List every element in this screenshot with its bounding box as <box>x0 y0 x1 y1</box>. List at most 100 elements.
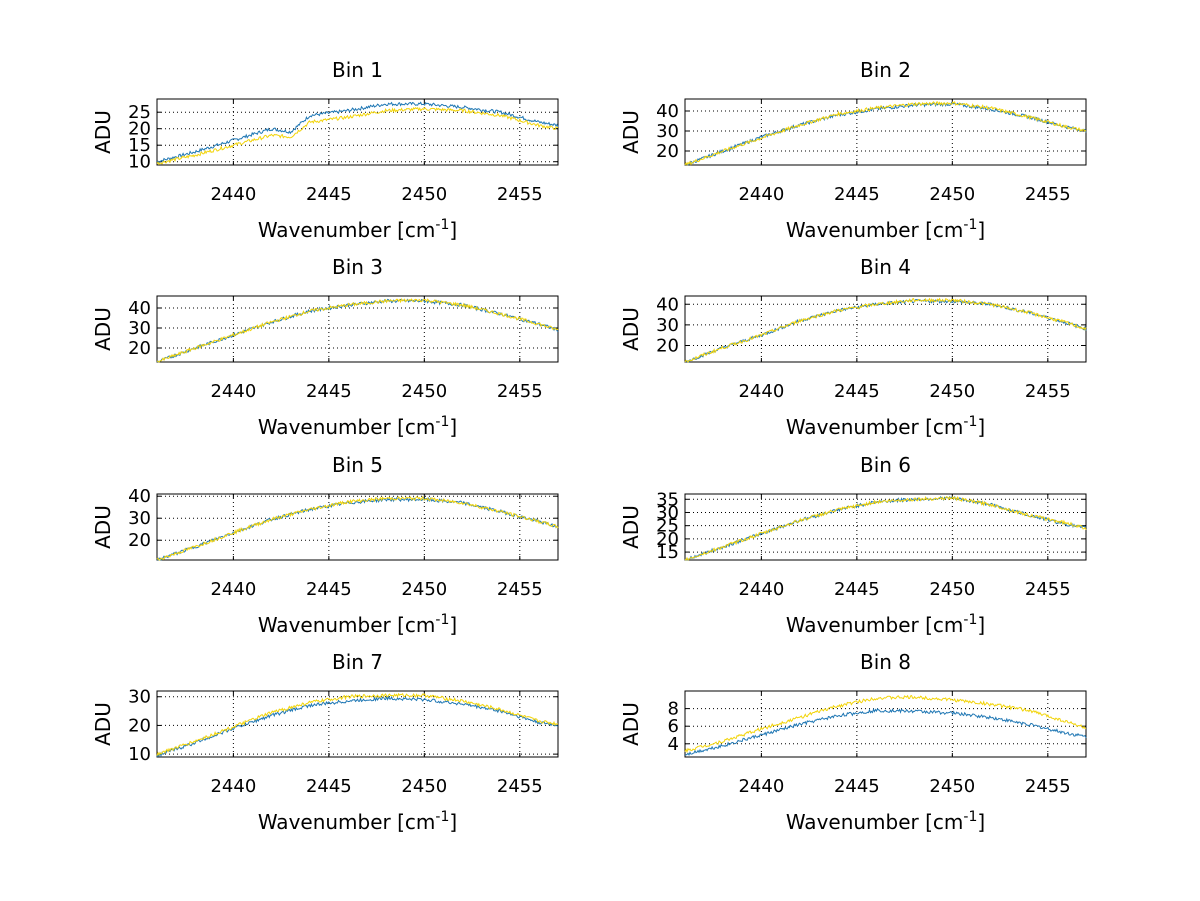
x-tick-label: 2455 <box>1025 579 1071 600</box>
y-axis-label: ADU <box>91 110 115 154</box>
x-axis-label-bracket: ] <box>977 415 985 439</box>
plot-area <box>156 493 559 561</box>
x-tick-label: 2440 <box>210 579 256 600</box>
x-tick-label: 2440 <box>738 381 784 402</box>
y-tick-label: 10 <box>128 152 151 173</box>
y-tick-label: 4 <box>668 734 679 755</box>
subplot-title: Bin 8 <box>860 650 911 674</box>
y-axis-label: ADU <box>91 702 115 746</box>
y-tick-label: 30 <box>656 315 679 336</box>
y-tick-label: 40 <box>656 294 679 315</box>
x-axis-label-exponent: -1 <box>435 217 449 233</box>
x-axis-label: Wavenumber [cm-1] <box>786 217 985 242</box>
subplot-title: Bin 7 <box>332 650 383 674</box>
series-line-blue <box>156 101 559 164</box>
subplot-title: Bin 6 <box>860 453 911 477</box>
y-tick-label: 6 <box>668 716 679 737</box>
series-line-yellow <box>684 297 1087 363</box>
y-tick-label: 30 <box>128 687 151 708</box>
y-axis-label: ADU <box>619 505 643 549</box>
series-line-yellow <box>156 298 559 363</box>
x-axis-label-bracket: ] <box>449 810 457 834</box>
y-tick-label: 20 <box>128 530 151 551</box>
plot-area <box>684 295 1087 363</box>
x-tick-label: 2450 <box>401 381 447 402</box>
x-tick-label: 2445 <box>834 184 880 205</box>
y-tick-label: 20 <box>128 338 151 359</box>
series-line-blue <box>684 707 1087 757</box>
x-axis-label-exponent: -1 <box>963 809 977 825</box>
plot-area <box>156 98 559 166</box>
x-tick-label: 2445 <box>306 776 352 797</box>
y-tick-label: 20 <box>656 336 679 357</box>
x-tick-label: 2450 <box>929 579 975 600</box>
x-axis-label-text: Wavenumber [cm <box>258 810 436 834</box>
x-axis-label-text: Wavenumber [cm <box>786 218 964 242</box>
y-tick-label: 20 <box>128 119 151 140</box>
subplot-title: Bin 4 <box>860 255 911 279</box>
plot-area <box>684 690 1087 758</box>
x-axis-label-bracket: ] <box>449 613 457 637</box>
y-tick-label: 8 <box>668 699 679 720</box>
y-tick-label: 40 <box>128 298 151 319</box>
x-tick-label: 2455 <box>1025 381 1071 402</box>
series-line-yellow <box>684 694 1087 754</box>
x-tick-label: 2445 <box>834 579 880 600</box>
subplot-bin-8: Bin 8 2440 2445 2450 2455 468 ADU Wavenumber [c… <box>619 650 1087 834</box>
x-axis-label-text: Wavenumber [cm <box>786 415 964 439</box>
x-axis-label: Wavenumber [cm-1] <box>786 414 985 439</box>
series-line-yellow <box>684 496 1087 561</box>
series-line-yellow <box>156 495 559 561</box>
y-tick-label: 25 <box>128 102 151 123</box>
x-tick-label: 2450 <box>401 776 447 797</box>
x-axis-label-exponent: -1 <box>963 414 977 430</box>
x-tick-label: 2455 <box>497 184 543 205</box>
x-tick-label: 2450 <box>929 381 975 402</box>
y-tick-label: 10 <box>128 744 151 765</box>
y-axis-label: ADU <box>619 307 643 351</box>
x-tick-label: 2440 <box>210 184 256 205</box>
x-axis-label-exponent: -1 <box>963 217 977 233</box>
x-tick-label: 2440 <box>210 381 256 402</box>
x-tick-label: 2455 <box>1025 776 1071 797</box>
y-tick-label: 20 <box>656 529 679 550</box>
x-axis-label-text: Wavenumber [cm <box>786 810 964 834</box>
x-tick-label: 2440 <box>738 776 784 797</box>
x-axis-label-exponent: -1 <box>435 414 449 430</box>
y-axis-label: ADU <box>91 307 115 351</box>
x-axis-label-exponent: -1 <box>435 612 449 628</box>
x-tick-label: 2445 <box>306 184 352 205</box>
y-tick-label: 25 <box>656 516 679 537</box>
subplot-title: Bin 5 <box>332 453 383 477</box>
y-tick-label: 20 <box>128 715 151 736</box>
x-axis-label-exponent: -1 <box>435 809 449 825</box>
series-line-yellow <box>156 106 559 166</box>
plot-area <box>156 295 559 363</box>
x-tick-label: 2445 <box>306 381 352 402</box>
plot-area <box>684 493 1087 561</box>
x-axis-label-bracket: ] <box>449 218 457 242</box>
x-axis-label-bracket: ] <box>977 218 985 242</box>
x-tick-label: 2455 <box>497 579 543 600</box>
x-axis-label-bracket: ] <box>977 810 985 834</box>
y-tick-label: 30 <box>128 508 151 529</box>
y-tick-label: 40 <box>656 101 679 122</box>
y-tick-label: 15 <box>656 542 679 563</box>
y-tick-label: 15 <box>128 135 151 156</box>
x-axis-label-bracket: ] <box>977 613 985 637</box>
x-tick-label: 2440 <box>210 776 256 797</box>
x-tick-label: 2450 <box>401 579 447 600</box>
subplot-title: Bin 3 <box>332 255 383 279</box>
x-tick-label: 2440 <box>738 579 784 600</box>
x-axis-label-bracket: ] <box>449 415 457 439</box>
x-axis-label: Wavenumber [cm-1] <box>258 217 457 242</box>
x-tick-label: 2440 <box>738 184 784 205</box>
x-axis-label: Wavenumber [cm-1] <box>258 809 457 834</box>
x-axis-label-text: Wavenumber [cm <box>258 415 436 439</box>
x-axis-label: Wavenumber [cm-1] <box>786 809 985 834</box>
